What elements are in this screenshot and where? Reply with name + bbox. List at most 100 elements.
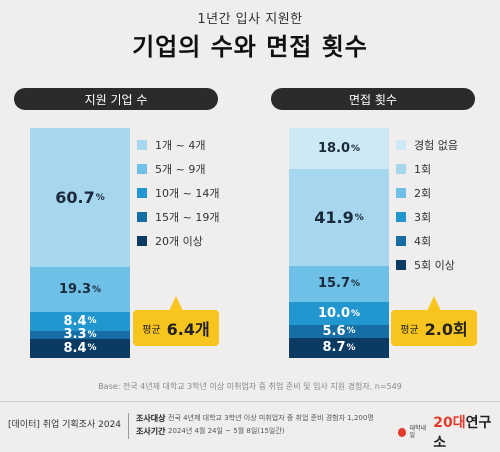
legend-item: 4회 — [396, 233, 458, 248]
legend-item: 10개 ~ 14개 — [137, 185, 219, 200]
chart-right-title-pill: 면접 횟수 — [271, 88, 475, 110]
survey-period-value: 2024년 4월 24일 ~ 5월 8일(15일간) — [168, 427, 285, 435]
bar-value-label: 5.6 — [322, 324, 346, 339]
legend-item: 5개 ~ 9개 — [137, 161, 219, 176]
average-value: 2.0회 — [424, 320, 468, 339]
survey-target-label: 조사대상 — [136, 414, 166, 423]
logo-main-number: 20대 — [433, 415, 466, 431]
bar-segment: 3.3% — [30, 327, 130, 342]
bar-value-label: 8.4 — [63, 340, 87, 356]
bar-value-label: 18.0 — [317, 141, 351, 157]
bar-segment: 8.7% — [289, 337, 389, 358]
bar-unit-label: % — [87, 343, 97, 354]
average-box: 평균 2.0회 — [391, 310, 477, 346]
legend-label: 1개 ~ 4개 — [155, 138, 206, 152]
logo-main: 20대연구소 — [433, 412, 500, 452]
chart-right-average: 평균 2.0회 — [391, 296, 477, 348]
legend-swatch — [137, 139, 147, 150]
legend-item: 경험 없음 — [396, 137, 458, 152]
bar-unit-label: % — [351, 308, 361, 319]
footer-line — [0, 401, 500, 402]
average-arrow — [427, 296, 441, 311]
legend-swatch — [396, 211, 406, 222]
subtitle: 1년간 입사 지원한 — [197, 12, 303, 27]
bar-value-label: 41.9 — [314, 208, 354, 228]
bar-segment: 10.0% — [289, 302, 389, 326]
legend-swatch — [396, 139, 406, 150]
bar-unit-label: % — [92, 284, 102, 295]
footer-tag: [데이터] 취업 기획조사 2024 — [8, 420, 122, 430]
bar-value-label: 8.4 — [63, 313, 87, 329]
legend-item: 2회 — [396, 185, 458, 200]
bar-segment: 18.0% — [289, 128, 389, 170]
legend-label: 1회 — [414, 162, 432, 176]
base-note: Base: 전국 4년제 대학교 3학년 이상 미취업자 중 취업 준비 및 입… — [98, 382, 402, 391]
average-label: 평균 — [142, 324, 161, 336]
survey-target-value: 전국 4년제 대학교 3학년 이상 미취업자 중 취업 준비 경험자 1,200… — [168, 414, 374, 422]
legend-swatch — [396, 187, 406, 198]
bar-unit-label: % — [346, 342, 356, 353]
legend-label: 4회 — [414, 234, 432, 248]
legend-swatch — [396, 235, 406, 246]
legend-item: 15개 ~ 19개 — [137, 209, 219, 224]
legend-label: 3회 — [414, 210, 432, 224]
average-box: 평균 6.4개 — [133, 310, 219, 346]
bar-unit-label: % — [354, 212, 364, 223]
survey-period-label: 조사기간 — [136, 427, 166, 436]
legend-label: 10개 ~ 14개 — [155, 186, 220, 200]
legend-swatch — [137, 211, 147, 222]
bar-value-label: 19.3 — [58, 282, 92, 298]
legend-item: 5회 이상 — [396, 257, 458, 272]
chart-left-average: 평균 6.4개 — [133, 296, 219, 348]
bar-unit-label: % — [95, 192, 105, 203]
chart-left-legend: 1개 ~ 4개 5개 ~ 9개 10개 ~ 14개 15개 ~ 19개 20개 이상 — [137, 137, 219, 257]
bar-segment: 15.7% — [289, 265, 389, 303]
legend-item: 3회 — [396, 209, 458, 224]
footer-divider — [128, 413, 129, 439]
legend-swatch — [137, 235, 147, 246]
chart-left-bar: 60.7% 19.3% 8.4% 3.3% 8.4% — [30, 128, 130, 358]
average-arrow — [169, 296, 183, 311]
legend-label: 5회 이상 — [414, 258, 455, 272]
bar-segment: 19.3% — [30, 267, 130, 312]
chart-left-title-pill: 지원 기업 수 — [14, 88, 218, 110]
bar-value-label: 60.7 — [55, 188, 95, 208]
bar-unit-label: % — [87, 316, 97, 327]
bar-unit-label: % — [346, 326, 356, 337]
bar-segment: 60.7% — [30, 128, 130, 268]
footer-values: 전국 4년제 대학교 3학년 이상 미취업자 중 취업 준비 경험자 1,200… — [168, 412, 374, 438]
bar-value-label: 8.7 — [322, 340, 346, 356]
chart-right-legend: 경험 없음 1회 2회 3회 4회 5회 이상 — [396, 137, 458, 281]
legend-swatch — [137, 163, 147, 174]
average-label: 평균 — [400, 324, 419, 336]
bar-unit-label: % — [87, 329, 97, 340]
legend-label: 5개 ~ 9개 — [155, 162, 206, 176]
legend-swatch — [137, 187, 147, 198]
bar-value-label: 3.3 — [63, 327, 87, 343]
bar-unit-label: % — [351, 278, 361, 289]
page-title: 기업의 수와 면접 횟수 — [132, 33, 368, 61]
legend-label: 2회 — [414, 186, 432, 200]
legend-swatch — [396, 259, 406, 270]
bar-segment: 41.9% — [289, 169, 389, 266]
logo-badge-icon — [398, 427, 407, 437]
chart-right-bar: 18.0% 41.9% 15.7% 10.0% 5.6% 8.7% — [289, 128, 389, 358]
logo: 대학내일 20대연구소 — [398, 412, 500, 452]
bar-segment: 8.4% — [30, 311, 130, 332]
bar-value-label: 15.7 — [317, 276, 351, 292]
bar-value-label: 10.0 — [317, 306, 351, 322]
logo-small-line-1: 대학내일 — [409, 425, 427, 439]
legend-swatch — [396, 163, 406, 174]
bar-segment: 5.6% — [289, 324, 389, 339]
bar-unit-label: % — [351, 143, 361, 154]
average-value: 6.4개 — [166, 320, 210, 339]
legend-item: 1개 ~ 4개 — [137, 137, 219, 152]
bar-segment: 8.4% — [30, 338, 130, 358]
legend-label: 15개 ~ 19개 — [155, 210, 220, 224]
legend-item: 1회 — [396, 161, 458, 176]
footer-labels: 조사대상 조사기간 — [136, 412, 165, 438]
legend-item: 20개 이상 — [137, 233, 219, 248]
logo-small: 대학내일 — [409, 425, 430, 439]
legend-label: 경험 없음 — [414, 138, 458, 152]
legend-label: 20개 이상 — [155, 234, 203, 248]
